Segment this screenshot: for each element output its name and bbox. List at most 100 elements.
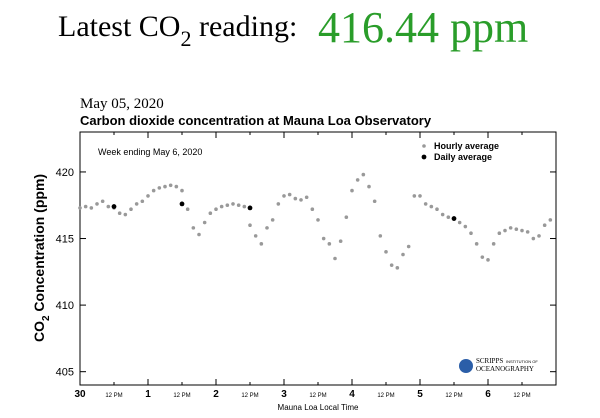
hourly-point (378, 234, 383, 238)
hourly-point (338, 239, 343, 243)
hourly-point (304, 195, 309, 200)
x-tick-label: 12 PM (445, 393, 462, 399)
hourly-point (168, 183, 173, 188)
hourly-point (163, 184, 167, 189)
daily-point (111, 204, 117, 209)
x-tick-label: 2 (213, 389, 219, 400)
hourly-point (372, 199, 377, 204)
y-tick-label: 420 (56, 167, 74, 179)
hourly-point (180, 188, 184, 193)
hourly-point (140, 199, 145, 204)
chart-title: Carbon dioxide concentration at Mauna Lo… (80, 113, 432, 128)
hourly-point (293, 196, 298, 201)
annotation: Week ending May 6, 2020 (98, 147, 202, 157)
hourly-point (412, 194, 417, 198)
y-tick-label: 405 (56, 367, 74, 379)
hourly-point (123, 212, 128, 217)
y-axis-label: CO2 Concentration (ppm) (31, 174, 52, 342)
hourly-point (474, 242, 479, 246)
hourly-point (480, 255, 485, 259)
hourly-point (282, 194, 286, 198)
hourly-point (151, 188, 156, 193)
hourly-point (134, 202, 139, 206)
hourly-point (491, 242, 496, 246)
hourly-point (503, 228, 507, 233)
hourly-point (457, 220, 462, 225)
legend-marker (421, 154, 427, 160)
hourly-point (344, 215, 349, 220)
hourly-point (469, 231, 473, 235)
hourly-point (214, 207, 218, 212)
hourly-point (548, 218, 553, 222)
x-axis-label: Mauna Loa Local Time (278, 403, 359, 412)
x-tick-label: 12 PM (309, 393, 326, 399)
hourly-point (259, 242, 264, 246)
x-tick-label: 1 (145, 389, 151, 400)
x-tick-label: 6 (485, 389, 491, 400)
hourly-point (231, 202, 235, 206)
header-label: Latest CO2 reading: (58, 10, 297, 51)
hourly-point (146, 194, 150, 198)
x-tick-label: 12 PM (513, 393, 530, 399)
header-subscript: 2 (180, 26, 191, 51)
hourly-point (225, 203, 230, 208)
hourly-point (440, 212, 445, 217)
logo-icon (459, 359, 473, 373)
hourly-point (100, 199, 105, 204)
hourly-point (197, 232, 201, 237)
hourly-point (219, 204, 224, 209)
y-tick-label: 410 (56, 300, 74, 312)
x-tick-label: 4 (349, 389, 355, 400)
hourly-point (242, 204, 247, 209)
hourly-point (395, 266, 400, 270)
hourly-point (236, 203, 241, 208)
x-tick-label: 5 (417, 389, 423, 400)
hourly-point (542, 223, 547, 228)
y-label-suffix: Concentration (ppm) (31, 174, 47, 316)
plot-frame (79, 131, 557, 386)
hourly-point (208, 211, 213, 216)
y-label-prefix: CO (31, 321, 47, 342)
hourly-point (202, 220, 207, 225)
x-tick-label: 12 PM (377, 393, 394, 399)
hourly-point (463, 224, 468, 229)
logo-line1: INSTITUTION OF (506, 359, 538, 364)
hourly-point (248, 223, 252, 228)
hourly-point (486, 258, 490, 262)
hourly-point (429, 204, 434, 209)
hourly-point (497, 231, 502, 235)
hourly-point (276, 202, 281, 206)
hourly-point (321, 236, 326, 241)
header-prefix: Latest CO (58, 10, 180, 43)
hourly-point (316, 218, 320, 222)
legend-label: Hourly average (434, 141, 499, 151)
y-label-subscript: 2 (41, 315, 52, 321)
hourly-point (265, 226, 269, 230)
x-tick-label: 3 (281, 389, 287, 400)
hourly-point (270, 218, 275, 222)
daily-point (247, 205, 253, 211)
hourly-point (95, 202, 99, 206)
hourly-point (253, 234, 258, 238)
hourly-point (418, 194, 422, 198)
hourly-point (327, 242, 332, 246)
logo-name: SCRIPPS (476, 357, 503, 365)
hourly-point (537, 234, 541, 238)
hourly-point (361, 172, 366, 177)
daily-point (179, 201, 185, 207)
hourly-point (287, 192, 292, 197)
hourly-point (191, 226, 196, 230)
legend-label: Daily average (434, 152, 492, 162)
hourly-point (355, 178, 360, 182)
hourly-point (520, 228, 524, 233)
hourly-point (446, 215, 451, 220)
daily-point (451, 216, 457, 221)
hourly-point (185, 207, 190, 212)
hourly-point (401, 252, 405, 257)
hourly-point (89, 206, 94, 210)
legend-marker (422, 144, 426, 148)
hourly-point (514, 227, 519, 232)
header-reading: 416.44 ppm (318, 3, 528, 52)
hourly-point (83, 204, 88, 209)
hourly-point (406, 244, 411, 249)
